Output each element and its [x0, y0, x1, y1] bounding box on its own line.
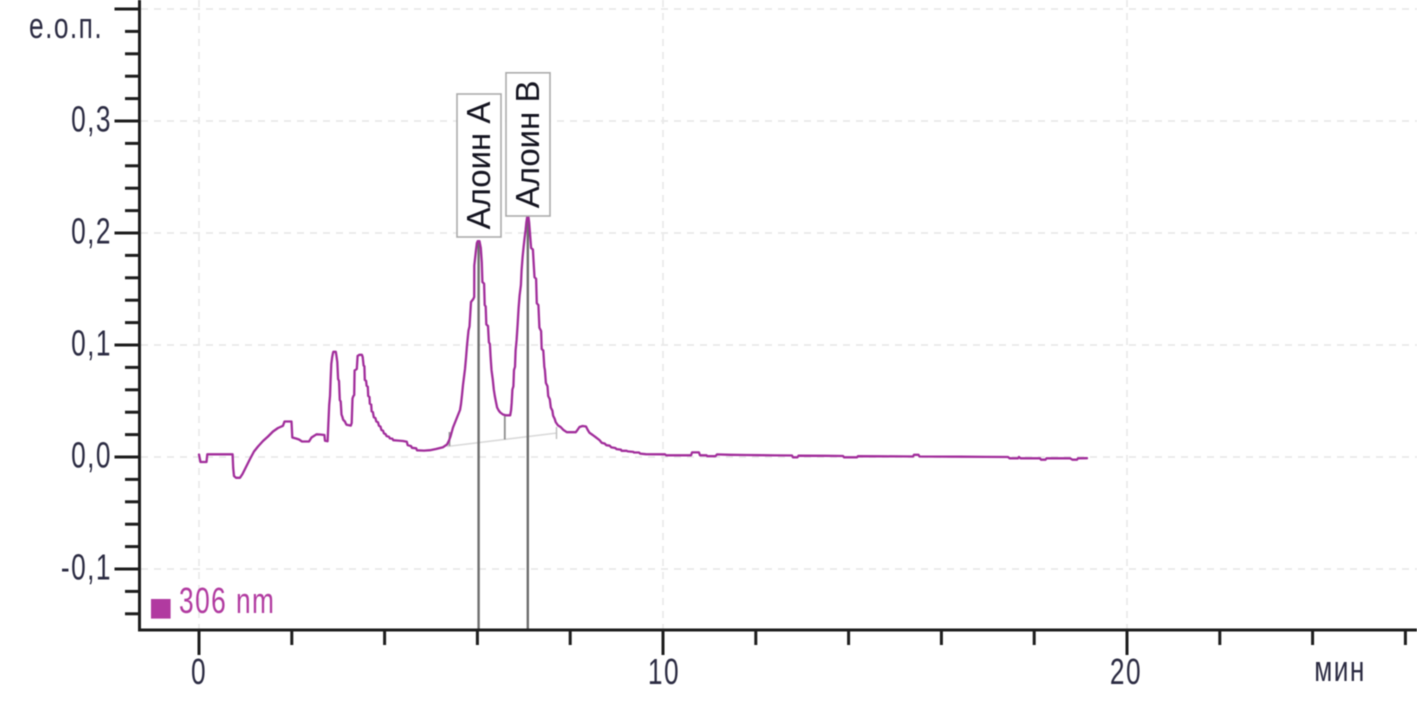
svg-text:е.о.п.: е.о.п.: [29, 5, 103, 46]
svg-text:10: 10: [648, 651, 680, 692]
svg-text:306 nm: 306 nm: [179, 580, 275, 621]
svg-text:0,3: 0,3: [71, 98, 112, 139]
svg-text:0,0: 0,0: [71, 434, 112, 475]
svg-text:Алоин В: Алоин В: [509, 80, 546, 208]
svg-text:Алоин А: Алоин А: [460, 102, 497, 230]
svg-text:-0,1: -0,1: [61, 546, 112, 587]
svg-text:20: 20: [1110, 651, 1142, 692]
svg-text:0: 0: [191, 651, 207, 692]
svg-text:мин: мин: [1314, 648, 1366, 689]
svg-text:0,2: 0,2: [71, 210, 112, 251]
svg-text:0,1: 0,1: [71, 322, 112, 363]
